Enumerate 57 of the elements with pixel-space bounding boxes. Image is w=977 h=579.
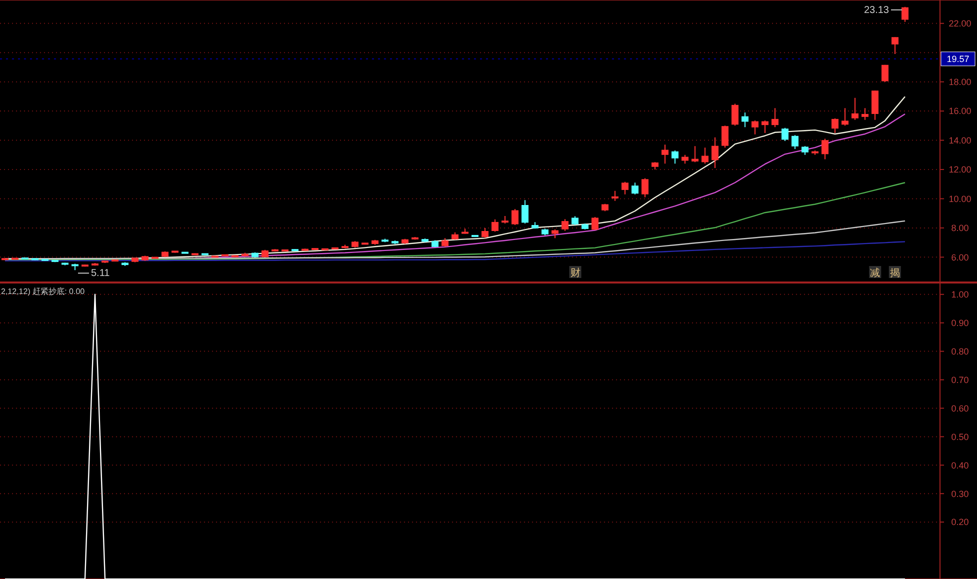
candlestick (872, 90, 878, 120)
candlestick (642, 178, 648, 198)
y-tick-label: 0.90 (951, 318, 969, 328)
candlestick (562, 218, 568, 232)
annotation: 23.13 (864, 4, 890, 16)
y-tick-label: 0.40 (951, 460, 969, 470)
text: 2,12,12) 赶紧抄底: 0.00 (1, 287, 86, 296)
y-tick-label: 1.00 (951, 290, 969, 300)
candlestick (762, 120, 768, 134)
candlestick (882, 64, 888, 82)
candlestick (842, 108, 848, 126)
candlestick (822, 138, 828, 160)
ref-line-label: 19.57 (946, 54, 970, 64)
candlestick (492, 218, 498, 232)
y-tick-label: 14.00 (948, 135, 972, 146)
candlestick (752, 120, 758, 135)
y-tick-label: 0.60 (951, 403, 969, 414)
candlestick (522, 200, 528, 224)
candlestick (672, 150, 678, 164)
y-tick-label: 10.00 (948, 194, 972, 204)
candlestick (662, 144, 668, 164)
candlestick (852, 97, 858, 120)
flag-label: 财 (569, 266, 582, 279)
candlestick (512, 208, 518, 226)
y-tick-label: 12.00 (948, 164, 972, 175)
candlestick (482, 227, 488, 239)
y-tick-label: 6.00 (951, 252, 969, 262)
candlestick (592, 216, 598, 231)
candlestick (902, 6, 908, 22)
candlestick (782, 127, 788, 142)
y-tick-label: 8.00 (951, 223, 969, 234)
flag-label: 揭 (888, 266, 901, 279)
y-tick-label: 22.00 (948, 18, 972, 29)
candlestick (742, 112, 748, 128)
candlestick (862, 108, 868, 120)
y-tick-label: 16.00 (948, 106, 972, 116)
line-series (4, 241, 906, 262)
candlestick (792, 134, 798, 150)
candlestick (722, 125, 728, 148)
y-tick-label: 18.00 (948, 76, 972, 87)
candlestick (712, 136, 718, 169)
y-tick-label: 0.30 (951, 488, 969, 499)
candlestick (732, 103, 738, 126)
candlestick (612, 190, 618, 202)
candlestick (692, 146, 698, 163)
y-tick-label: 0.80 (951, 346, 969, 356)
annotation: 5.11 (91, 268, 110, 280)
candlestick (832, 118, 838, 134)
flag-label: 减 (869, 266, 882, 279)
candlestick (702, 147, 708, 164)
y-tick-label: 0.50 (951, 432, 969, 442)
candlestick (622, 181, 628, 195)
y-tick-label: 0.20 (951, 517, 969, 528)
y-tick-label: 0.70 (951, 374, 969, 385)
candlestick (632, 182, 638, 195)
candlestick (892, 36, 898, 55)
candlestick (772, 108, 778, 128)
